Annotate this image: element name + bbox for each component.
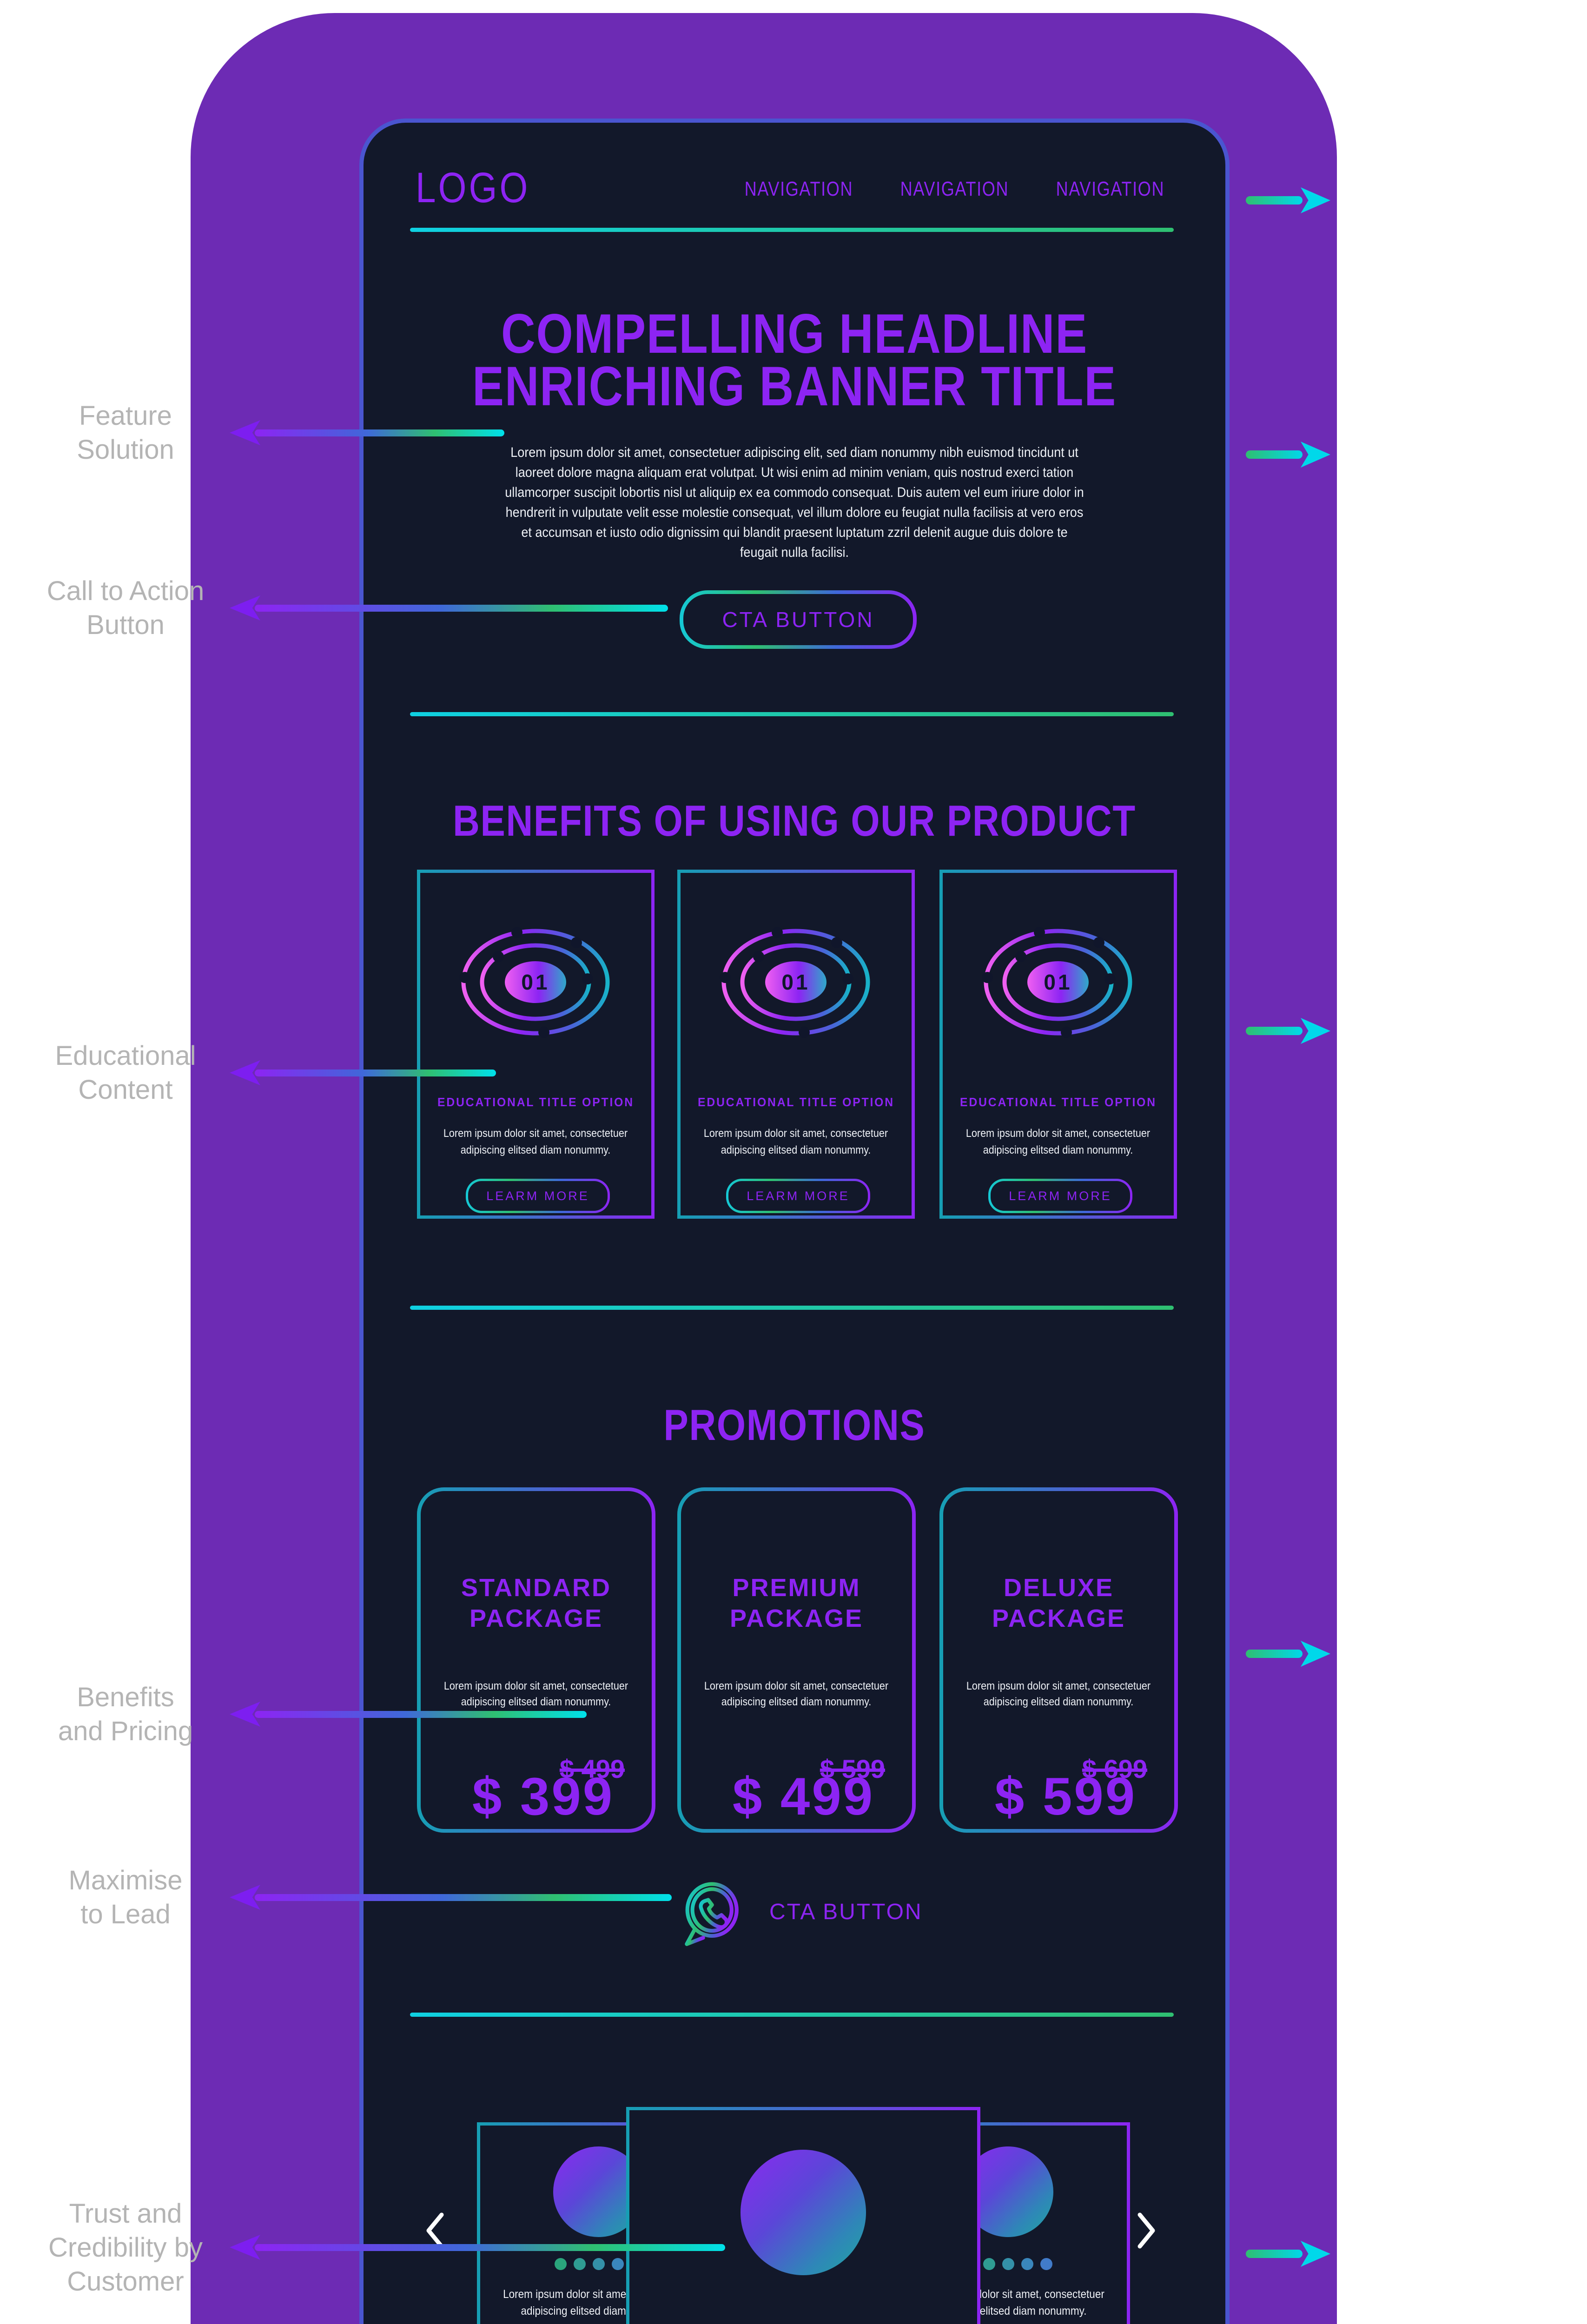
annotation-arrow-line [255, 2244, 725, 2251]
benefit-title: EDUCATIONAL TITLE OPTION [960, 1095, 1157, 1109]
avatar [741, 2150, 866, 2275]
annotation-educational-content: Educational Content [55, 1041, 196, 1105]
pricing-title: DELUXE PACKAGE [992, 1574, 1126, 1632]
annotation-benefits-pricing: Benefits and Pricing [58, 1682, 193, 1746]
nav-item-3[interactable]: NAVIGATION [1056, 178, 1165, 200]
pricing-text: Lorem ipsum dolor sit amet, consectetuer… [966, 1680, 1151, 1708]
right-arrow-line [1246, 2250, 1303, 2258]
promotions-heading: PROMOTIONS [663, 1400, 926, 1449]
benefit-card-2: 01 EDUCATIONAL TITLE OPTION Lorem ipsum … [677, 870, 915, 1219]
learn-more-label: LEARM MORE [1009, 1188, 1112, 1203]
annotation-call-to-action: Call to Action Button [46, 576, 205, 640]
old-price: $ 699 [1082, 1754, 1147, 1783]
pricing-text: Lorem ipsum dolor sit amet, consectetuer… [704, 1680, 889, 1708]
annotation-maximise-lead: Maximise to Lead [68, 1865, 183, 1929]
benefit-text: Lorem ipsum dolor sit amet, consectetuer… [703, 1127, 888, 1156]
lead-cta-label[interactable]: CTA BUTTON [769, 1900, 923, 1924]
learn-more-label: LEARM MORE [747, 1188, 850, 1203]
chevron-right-icon [1137, 2212, 1155, 2249]
right-arrow-line [1246, 450, 1303, 459]
benefit-text: Lorem ipsum dolor sit amet, consectetuer… [965, 1127, 1151, 1156]
benefit-number: 01 [521, 970, 549, 994]
benefit-text: Lorem ipsum dolor sit amet, consectetuer… [443, 1127, 628, 1156]
annotation-trust-credibility: Trust and Credibility by Customer [48, 2199, 203, 2297]
hero-headline-line2: ENRICHING BANNER TITLE [472, 355, 1117, 417]
header-divider [410, 228, 1174, 232]
learn-more-button[interactable]: LEARM MORE [726, 1179, 870, 1213]
pricing-card-premium: PREMIUM PACKAGE Lorem ipsum dolor sit am… [677, 1487, 916, 1833]
whatsapp-icon[interactable] [679, 1878, 742, 1948]
current-price: $ 399 [472, 1767, 615, 1826]
old-price: $ 499 [559, 1754, 625, 1783]
carousel-prev-button[interactable] [425, 2212, 445, 2249]
hero-headline: COMPELLING HEADLINE ENRICHING BANNER TIT… [428, 303, 1161, 417]
current-price: $ 599 [994, 1767, 1137, 1826]
nav-item-1[interactable]: NAVIGATION [745, 178, 853, 200]
current-price: $ 499 [732, 1767, 875, 1826]
pricing-card-standard: STANDARD PACKAGE Lorem ipsum dolor sit a… [417, 1487, 655, 1833]
avatar [963, 2146, 1053, 2237]
right-arrow-line [1246, 1650, 1303, 1658]
right-arrow-line [1246, 196, 1303, 205]
learn-more-label: LEARM MORE [486, 1188, 589, 1203]
atom-icon: 01 [982, 927, 1132, 1038]
old-price: $ 599 [820, 1754, 885, 1783]
carousel-next-button[interactable] [1136, 2212, 1157, 2249]
logo[interactable]: LOGO [416, 164, 530, 211]
nav-item-2[interactable]: NAVIGATION [900, 178, 1009, 200]
benefit-number: 01 [781, 970, 810, 994]
right-arrow-line [1246, 1027, 1303, 1035]
atom-icon: 01 [459, 927, 610, 1038]
hero-paragraph: Lorem ipsum dolor sit amet, consectetuer… [505, 445, 1084, 560]
benefit-title: EDUCATIONAL TITLE OPTION [437, 1095, 634, 1109]
pricing-title: PREMIUM PACKAGE [729, 1574, 864, 1632]
hero-headline-line1: COMPELLING HEADLINE [501, 303, 1088, 365]
annotation-arrow-line [255, 429, 504, 436]
testimonial-card-center: Lorem ipsum dolor sit amet, consectetuer… [626, 2107, 980, 2324]
section-divider-1 [410, 712, 1174, 716]
avatar [553, 2146, 644, 2237]
chevron-left-icon [426, 2212, 444, 2249]
pricing-text: Lorem ipsum dolor sit amet, consectetuer… [443, 1680, 628, 1708]
annotation-arrow-line [255, 605, 668, 612]
hero-cta-button[interactable]: CTA BUTTON [680, 590, 917, 649]
annotation-arrow-line [255, 1894, 672, 1901]
section-divider-2 [410, 1306, 1174, 1310]
navigation-menu: NAVIGATION NAVIGATION NAVIGATION [733, 178, 1177, 201]
landing-page-panel: LOGO NAVIGATION NAVIGATION NAVIGATION CO… [359, 119, 1230, 2324]
benefit-card-3: 01 EDUCATIONAL TITLE OPTION Lorem ipsum … [939, 870, 1177, 1219]
hero-cta-label: CTA BUTTON [722, 607, 874, 632]
benefits-heading: BENEFITS OF USING OUR PRODUCT [453, 796, 1136, 845]
pricing-card-deluxe: DELUXE PACKAGE Lorem ipsum dolor sit ame… [939, 1487, 1178, 1833]
annotation-arrow-line [255, 1711, 587, 1718]
benefit-card-1: 01 EDUCATIONAL TITLE OPTION Lorem ipsum … [417, 870, 655, 1219]
section-divider-3 [410, 2013, 1174, 2017]
annotation-arrow-line [255, 1070, 496, 1076]
learn-more-button[interactable]: LEARM MORE [466, 1179, 610, 1213]
annotation-feature-solution: Feature Solution [77, 401, 174, 465]
atom-icon: 01 [720, 927, 870, 1038]
learn-more-button[interactable]: LEARM MORE [988, 1179, 1132, 1213]
benefit-number: 01 [1044, 970, 1072, 994]
pricing-title: STANDARD PACKAGE [461, 1574, 611, 1632]
benefit-title: EDUCATIONAL TITLE OPTION [698, 1095, 894, 1109]
